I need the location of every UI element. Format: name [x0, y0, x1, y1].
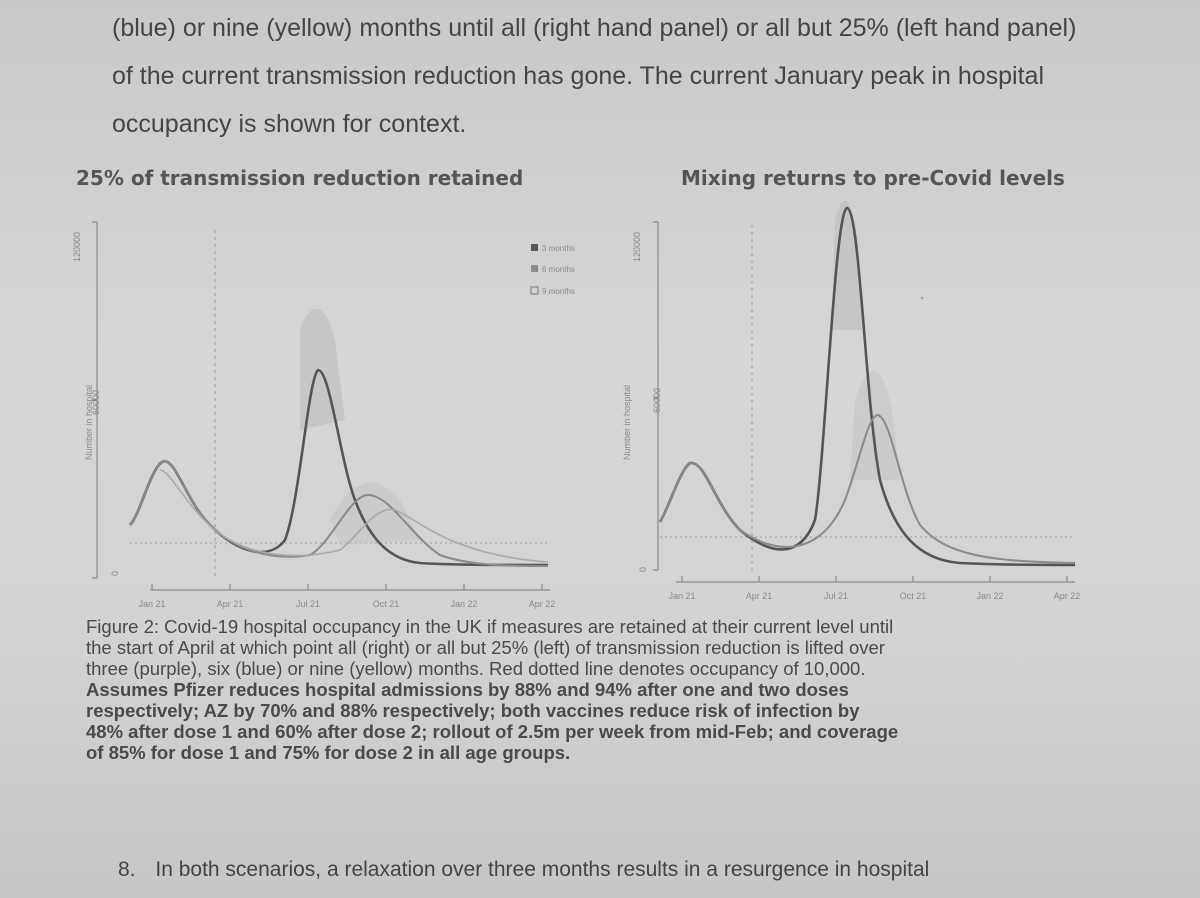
left-x-tick-label: Apr 21: [217, 599, 244, 609]
left-y-tick-label-60000: 60000: [91, 390, 101, 415]
figure-caption: Figure 2: Covid-19 hospital occupancy in…: [86, 616, 1166, 763]
left-x-tick-label: Apr 22: [529, 599, 556, 609]
legend-swatch-6-months: [531, 265, 538, 272]
legend-label-6-months: 6 months: [542, 265, 575, 274]
left-x-tick-label: Jul 21: [296, 599, 320, 609]
right-uncertainty-band-6m: [850, 371, 900, 480]
intro-line-2: of the current transmission reduction ha…: [112, 62, 1045, 90]
intro-line-3: occupancy is shown for context.: [112, 110, 467, 138]
figure-2-charts: 120000 60000 0 Number in hospital Jan 21…: [72, 201, 1080, 609]
left-panel-title: 25% of transmission reduction retained: [76, 166, 524, 190]
left-y-tick-label-120000: 120000: [72, 232, 82, 262]
right-x-tick-label: Apr 21: [746, 591, 773, 601]
caption-line-6: 48% after dose 1 and 60% after dose 2; r…: [86, 721, 899, 742]
right-x-tick-label: Apr 22: [1054, 591, 1081, 601]
caption-line-3: three (purple), six (blue) or nine (yell…: [86, 658, 866, 679]
paragraph-8: 8. In both scenarios, a relaxation over …: [118, 858, 929, 882]
legend-swatch-3-months: [531, 244, 538, 251]
right-y-tick-label-0: 0: [638, 567, 648, 572]
legend-label-9-months: 9 months: [542, 287, 575, 296]
right-series-6-months: [659, 413, 1076, 564]
intro-paragraph: (blue) or nine (yellow) months until all…: [112, 4, 1192, 148]
left-x-tick-label: Jan 21: [138, 599, 165, 609]
right-chart: 120000 60000 0 Number in hospital Jan 21…: [622, 201, 1080, 601]
caption-line-4: Assumes Pfizer reduces hospital admissio…: [86, 679, 849, 700]
right-x-tick-label: Jan 22: [976, 591, 1003, 601]
right-x-tick-label: Oct 21: [900, 591, 927, 601]
left-series-9-months: [159, 469, 549, 563]
legend-swatch-9-months: [530, 286, 539, 295]
paragraph-8-text: In both scenarios, a relaxation over thr…: [155, 858, 930, 881]
left-x-ticks: Jan 21 Apr 21 Jul 21 Oct 21 Jan 22 Apr 22: [138, 584, 555, 609]
left-legend: 3 months 6 months 9 months: [530, 244, 575, 296]
caption-line-1: Figure 2: Covid-19 hospital occupancy in…: [86, 616, 894, 637]
right-x-tick-label: Jan 21: [668, 591, 695, 601]
caption-line-2: the start of April at which point all (r…: [86, 637, 885, 658]
paragraph-8-number: 8.: [118, 858, 136, 881]
left-y-axis-label: Number in hospital: [84, 385, 94, 460]
left-x-tick-label: Jan 22: [450, 599, 477, 609]
left-y-tick-label-0: 0: [110, 571, 120, 576]
right-y-tick-label-120000: 120000: [632, 232, 642, 262]
right-x-ticks: Jan 21 Apr 21 Jul 21 Oct 21 Jan 22 Apr 22: [668, 576, 1080, 601]
right-y-axis-label: Number in hospital: [622, 385, 632, 460]
right-speck: [920, 296, 924, 300]
left-x-tick-label: Oct 21: [373, 599, 400, 609]
right-y-tick-label-60000: 60000: [652, 388, 662, 413]
caption-line-5: respectively; AZ by 70% and 88% respecti…: [86, 700, 860, 721]
legend-label-3-months: 3 months: [542, 244, 575, 253]
left-uncertainty-band-6m: [330, 482, 420, 545]
right-panel-title: Mixing returns to pre-Covid levels: [681, 166, 1065, 190]
right-x-tick-label: Jul 21: [824, 591, 848, 601]
intro-line-1: (blue) or nine (yellow) months until all…: [112, 14, 1077, 42]
left-chart: 120000 60000 0 Number in hospital Jan 21…: [72, 221, 575, 609]
caption-line-7: of 85% for dose 1 and 75% for dose 2 in …: [86, 742, 571, 763]
